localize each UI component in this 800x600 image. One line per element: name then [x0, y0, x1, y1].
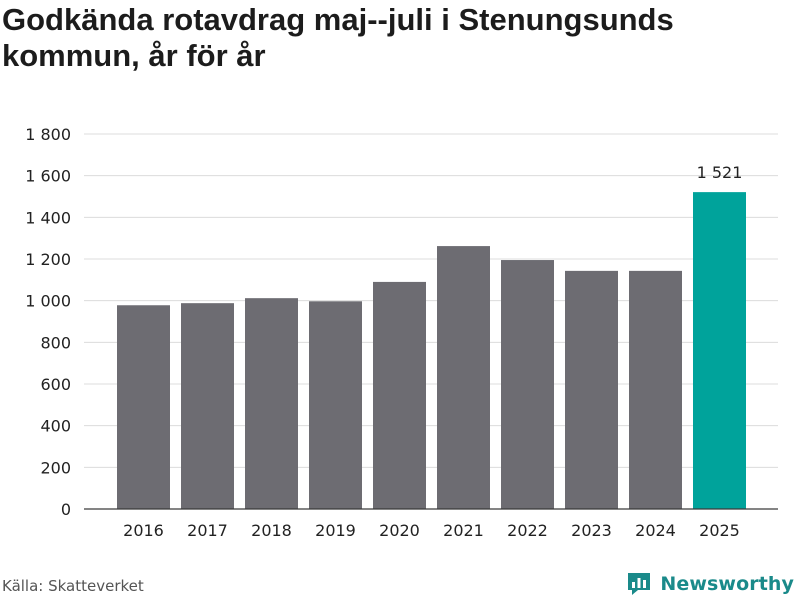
newsworthy-logo-icon [628, 573, 651, 595]
x-tick-label: 2018 [251, 521, 292, 540]
y-tick-label: 1 200 [25, 250, 71, 269]
y-axis-tick-labels: 0 200 400 600 800 1 000 1 200 1 400 1 600 1 800 [25, 125, 71, 519]
bar-2021 [437, 246, 490, 510]
brand-name: Newsworthy [660, 573, 794, 595]
x-axis-tick-labels: 2016 2017 2018 2019 2020 2021 2022 2023 2024 2025 [123, 521, 740, 540]
x-tick-label: 2024 [635, 521, 676, 540]
x-tick-label: 2016 [123, 521, 164, 540]
y-tick-label: 800 [40, 333, 71, 352]
bar-2019 [309, 301, 362, 509]
source-note: Källa: Skatteverket [2, 577, 144, 595]
y-tick-label: 1 000 [25, 292, 71, 311]
y-tick-label: 200 [40, 458, 71, 477]
data-label: 1 521 [697, 163, 743, 182]
bar-2023 [565, 270, 618, 509]
brand-logo: Newsworthy [626, 569, 794, 599]
y-tick-label: 1 800 [25, 125, 71, 144]
x-tick-label: 2019 [315, 521, 356, 540]
x-tick-label: 2023 [571, 521, 612, 540]
y-tick-label: 400 [40, 417, 71, 436]
x-tick-label: 2025 [699, 521, 740, 540]
y-tick-label: 1 400 [25, 208, 71, 227]
chart-title: Godkända rotavdrag maj--juli i Stenungsu… [2, 2, 674, 73]
bar-2022 [501, 260, 554, 509]
x-tick-label: 2022 [507, 521, 548, 540]
bar-2025 [693, 192, 746, 509]
x-tick-label: 2017 [187, 521, 228, 540]
bar-2024 [629, 270, 682, 509]
bar-2017 [181, 303, 234, 509]
y-tick-label: 0 [61, 500, 71, 519]
data-labels: 1 521 [697, 163, 743, 182]
y-tick-label: 600 [40, 375, 71, 394]
x-tick-label: 2021 [443, 521, 484, 540]
bars [117, 192, 746, 510]
bar-chart: 0 200 400 600 800 1 000 1 200 1 400 1 600 1 800 1… [25, 125, 778, 540]
bar-2018 [245, 298, 298, 509]
bar-2020 [373, 281, 426, 509]
y-tick-label: 1 600 [25, 167, 71, 186]
bar-2016 [117, 305, 170, 509]
x-tick-label: 2020 [379, 521, 420, 540]
